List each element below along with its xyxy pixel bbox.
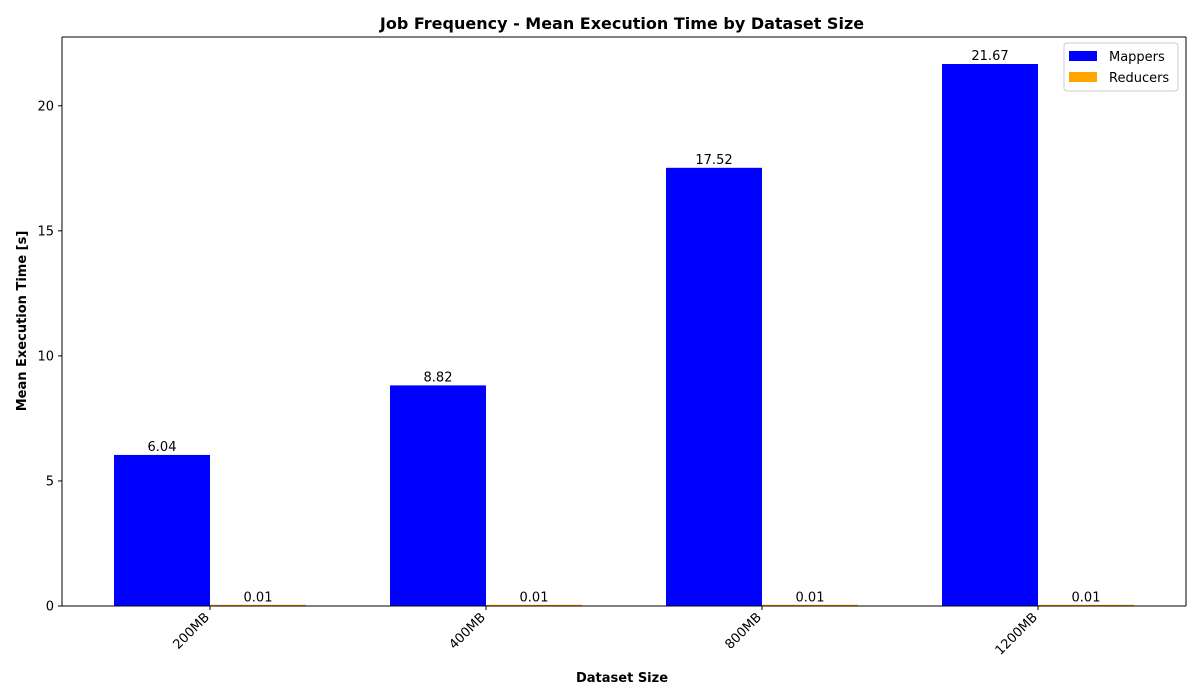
- data-label-mappers-800mb: 17.52: [695, 153, 732, 168]
- data-label-reducers-400mb: 0.01: [520, 591, 549, 606]
- legend-label-mappers: Mappers: [1109, 50, 1165, 65]
- y-tick-label: 10: [37, 349, 54, 364]
- bar-mappers-1200mb: [942, 64, 1038, 607]
- bar-reducers-1200mb: [1038, 604, 1134, 606]
- y-tick-label: 5: [46, 474, 54, 489]
- data-label-mappers-400mb: 8.82: [424, 370, 453, 385]
- data-label-reducers-800mb: 0.01: [796, 591, 825, 606]
- x-tick-label-200mb: 200MB: [170, 610, 212, 652]
- legend-label-reducers: Reducers: [1109, 71, 1169, 86]
- bar-reducers-200mb: [210, 604, 306, 606]
- data-label-reducers-200mb: 0.01: [244, 591, 273, 606]
- legend-swatch-reducers: [1069, 72, 1097, 82]
- x-axis-label: Dataset Size: [576, 671, 668, 686]
- legend: Mappers Reducers: [1063, 42, 1179, 92]
- bar-mappers-400mb: [390, 385, 486, 606]
- data-label-mappers-1200mb: 21.67: [971, 49, 1008, 64]
- plot-area: 6.04 8.82 17.52 21.67 0.01 0.01 0.01 0.01 0 5 10 15…: [37, 36, 1187, 658]
- chart-title: Job Frequency - Mean Execution Time by D…: [379, 14, 864, 33]
- data-label-mappers-200mb: 6.04: [148, 440, 177, 455]
- y-tick-label: 15: [37, 224, 54, 239]
- x-tick-label-1200mb: 1200MB: [993, 610, 1041, 658]
- bar-reducers-800mb: [762, 604, 858, 606]
- y-axis-label: Mean Execution Time [s]: [15, 231, 30, 412]
- data-label-reducers-1200mb: 0.01: [1072, 591, 1101, 606]
- y-tick-label: 20: [37, 99, 54, 114]
- legend-swatch-mappers: [1069, 51, 1097, 61]
- x-tick-label-800mb: 800MB: [722, 610, 764, 652]
- x-tick-label-400mb: 400MB: [446, 610, 488, 652]
- bar-mappers-200mb: [114, 454, 210, 606]
- y-tick-label: 0: [46, 600, 54, 615]
- bar-mappers-800mb: [666, 167, 762, 606]
- bar-reducers-400mb: [486, 604, 582, 606]
